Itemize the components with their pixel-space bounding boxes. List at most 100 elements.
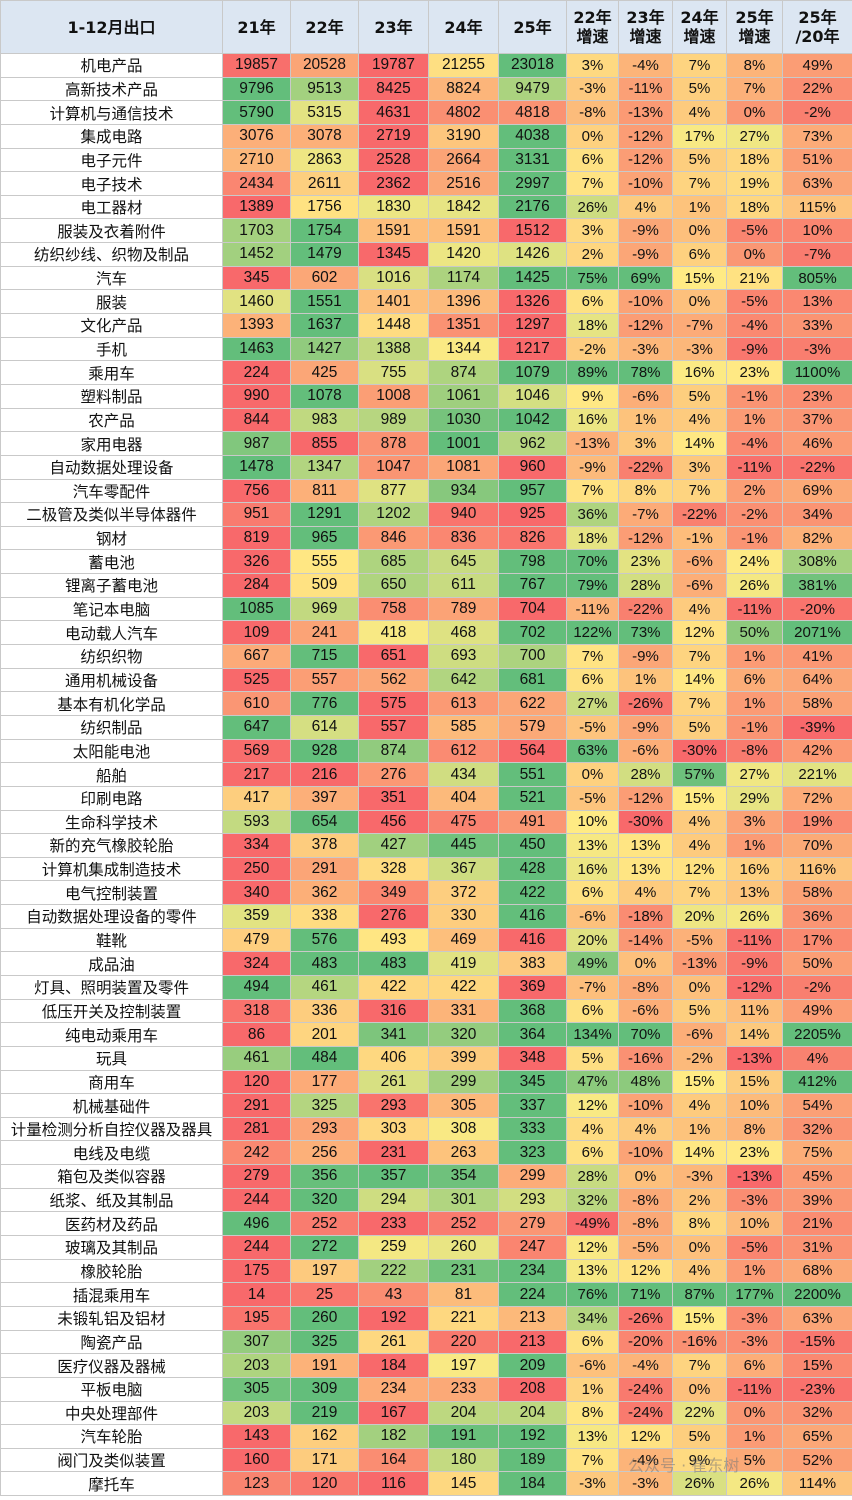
growth-rate: -9%	[618, 218, 673, 244]
export-value: 1452	[222, 242, 291, 267]
growth-rate: 0%	[672, 1376, 727, 1402]
growth-rate: 63%	[566, 738, 619, 764]
growth-rate: 87%	[672, 1282, 727, 1307]
growth-rate: 45%	[782, 1164, 852, 1189]
growth-rate: 64%	[782, 667, 852, 693]
export-value: 756	[222, 478, 291, 504]
product-name: 电子元件	[0, 147, 223, 173]
export-value: 233	[358, 1211, 429, 1237]
growth-rate: 34%	[782, 502, 852, 527]
export-value: 960	[498, 454, 567, 480]
export-value: 244	[222, 1187, 291, 1213]
product-name: 家用电器	[0, 431, 223, 456]
growth-rate: 13%	[566, 1258, 619, 1284]
growth-rate: -5%	[672, 927, 727, 953]
growth-rate: 50%	[726, 620, 783, 646]
export-value: 109	[222, 620, 291, 646]
growth-rate: -26%	[618, 1305, 673, 1331]
export-value: 406	[358, 1045, 429, 1071]
growth-rate: 7%	[672, 478, 727, 504]
growth-rate: 54%	[782, 1093, 852, 1118]
export-value: 1401	[358, 289, 429, 315]
growth-rate: 27%	[566, 691, 619, 716]
export-value: 642	[428, 667, 499, 693]
product-name: 印刷电路	[0, 785, 223, 811]
product-name: 锂离子蓄电池	[0, 573, 223, 598]
growth-rate: 69%	[618, 265, 673, 291]
growth-rate: 7%	[672, 880, 727, 906]
product-name: 计量检测分析自控仪器及器具	[0, 1116, 223, 1142]
export-value: 308	[428, 1116, 499, 1142]
growth-rate: 115%	[782, 194, 852, 220]
table-row: 纺织制品 647 614 557 585 579 -5% -9% 5% -1% -39%	[0, 714, 852, 740]
export-value: 20528	[290, 53, 359, 78]
growth-rate: 5%	[672, 1424, 727, 1449]
growth-rate: -8%	[618, 1211, 673, 1237]
growth-rate: 0%	[672, 1235, 727, 1260]
export-value: 301	[428, 1187, 499, 1213]
column-header: 25年/20年	[782, 0, 852, 54]
export-value: 217	[222, 762, 291, 787]
table-row: 电线及电缆 242 256 231 263 323 6% -10% 14% 23% 75%	[0, 1140, 852, 1166]
growth-rate: 89%	[566, 360, 619, 385]
export-value: 602	[290, 265, 359, 291]
export-value: 21255	[428, 53, 499, 78]
growth-rate: 12%	[566, 1235, 619, 1260]
growth-rate: 4%	[672, 596, 727, 622]
export-value: 204	[498, 1400, 567, 1426]
export-value: 685	[358, 549, 429, 575]
export-value: 281	[222, 1116, 291, 1142]
export-value: 1388	[358, 336, 429, 362]
growth-rate: -49%	[566, 1211, 619, 1237]
growth-rate: -5%	[566, 785, 619, 811]
product-name: 电线及电缆	[0, 1140, 223, 1166]
export-value: 43	[358, 1282, 429, 1307]
growth-rate: 412%	[782, 1069, 852, 1095]
table-row: 电子元件 2710 2863 2528 2664 3131 6% -12% 5% 18% 51%	[0, 147, 852, 173]
export-value: 167	[358, 1400, 429, 1426]
export-value: 224	[498, 1282, 567, 1307]
growth-rate: 0%	[566, 123, 619, 149]
growth-rate: 13%	[618, 856, 673, 882]
growth-rate: 6%	[726, 667, 783, 693]
growth-rate: -30%	[618, 809, 673, 835]
growth-rate: 8%	[726, 53, 783, 78]
growth-rate: 71%	[618, 1282, 673, 1307]
export-value: 479	[222, 927, 291, 953]
export-value: 204	[428, 1400, 499, 1426]
export-value: 1297	[498, 313, 567, 338]
export-value: 1479	[290, 242, 359, 267]
growth-rate: -4%	[618, 53, 673, 78]
export-value: 307	[222, 1329, 291, 1355]
growth-rate: -6%	[672, 573, 727, 598]
growth-rate: -4%	[726, 313, 783, 338]
export-value: 667	[222, 644, 291, 669]
table-row: 乘用车 224 425 755 874 1079 89% 78% 16% 23% 1100%	[0, 360, 852, 385]
growth-rate: 9%	[672, 1447, 727, 1473]
growth-rate: -20%	[618, 1329, 673, 1355]
growth-rate: -9%	[618, 242, 673, 267]
growth-rate: 15%	[672, 785, 727, 811]
export-value: 934	[428, 478, 499, 504]
growth-rate: 48%	[618, 1069, 673, 1095]
growth-rate: 4%	[782, 1045, 852, 1071]
growth-rate: 21%	[782, 1211, 852, 1237]
table-row: 印刷电路 417 397 351 404 521 -5% -12% 15% 29% 72%	[0, 785, 852, 811]
export-value: 182	[358, 1424, 429, 1449]
growth-rate: 221%	[782, 762, 852, 787]
export-value: 5315	[290, 100, 359, 125]
export-value: 1478	[222, 454, 291, 480]
export-value: 425	[290, 360, 359, 385]
export-value: 962	[498, 431, 567, 456]
growth-rate: 15%	[672, 1305, 727, 1331]
export-value: 345	[498, 1069, 567, 1095]
growth-rate: 14%	[726, 1022, 783, 1047]
export-value: 8824	[428, 76, 499, 102]
growth-rate: -13%	[566, 431, 619, 456]
growth-rate: 14%	[672, 667, 727, 693]
export-value: 418	[358, 620, 429, 646]
table-row: 文化产品 1393 1637 1448 1351 1297 18% -12% -7% -4% 33%	[0, 313, 852, 338]
growth-rate: -12%	[618, 785, 673, 811]
export-value: 259	[358, 1235, 429, 1260]
growth-rate: 7%	[672, 171, 727, 196]
